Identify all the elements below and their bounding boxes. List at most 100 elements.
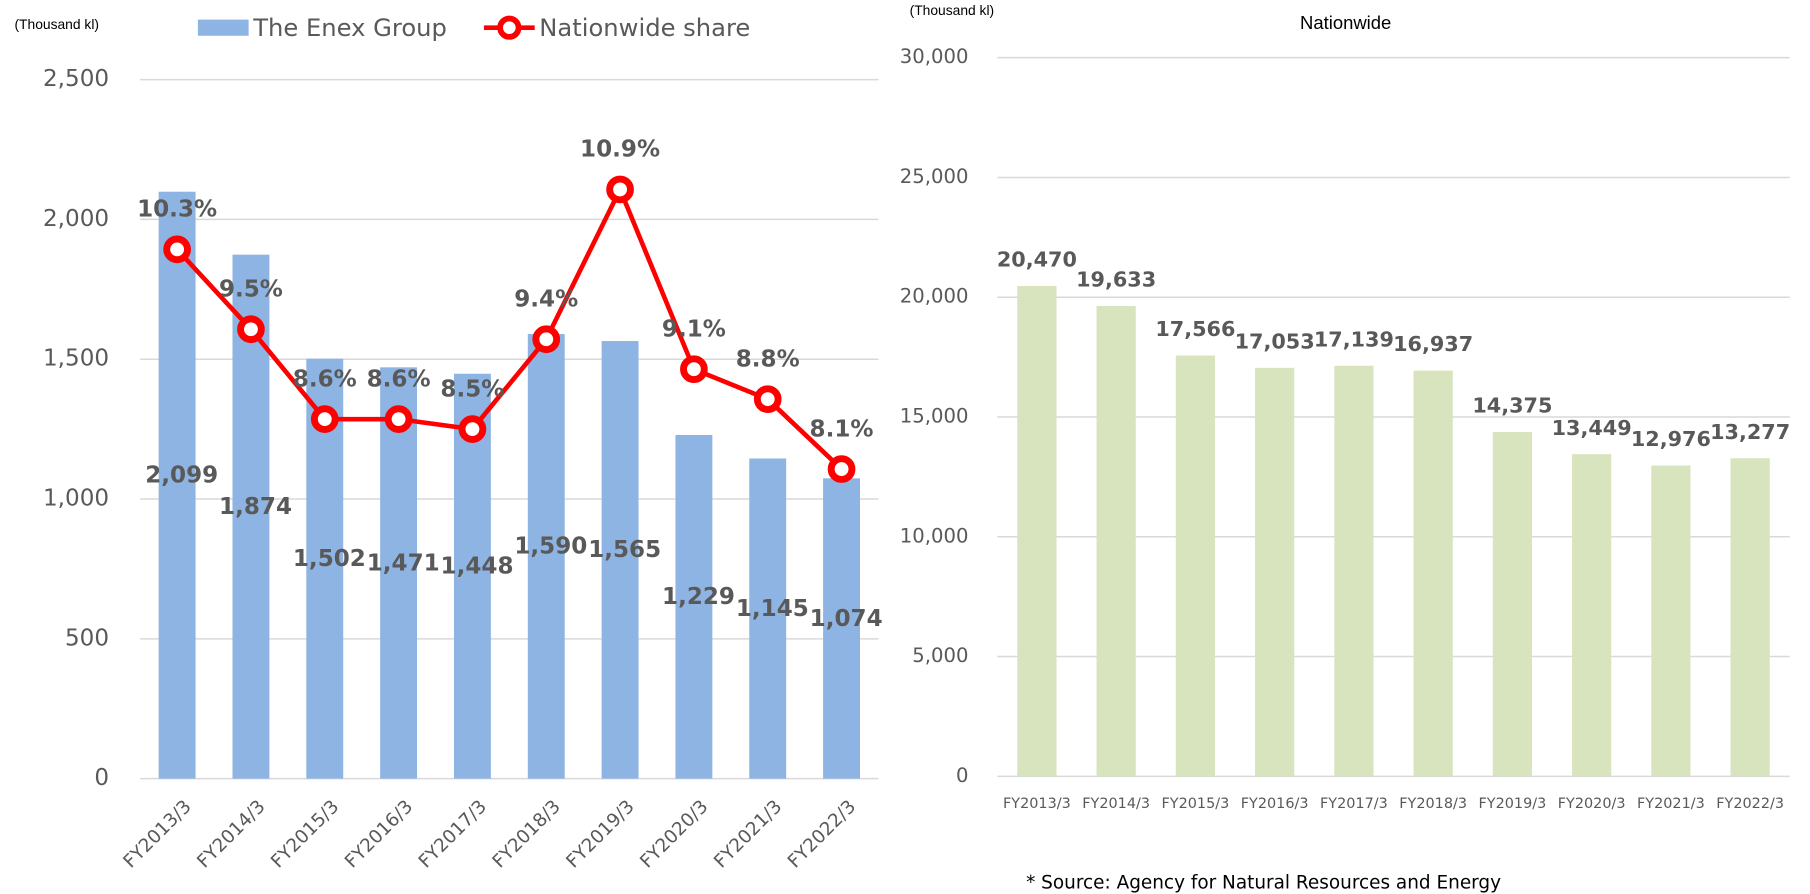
data-label: 8.1% (810, 416, 874, 442)
bar (749, 458, 787, 779)
data-label: 1,502 (293, 546, 366, 572)
data-label: 8.5% (440, 376, 504, 402)
line-marker (163, 235, 191, 264)
line-marker (753, 385, 782, 414)
bar (675, 434, 713, 779)
y-tick-label: 0 (94, 765, 109, 791)
line-marker (680, 355, 708, 384)
y-tick-label: 20,000 (900, 285, 969, 308)
bar (1096, 306, 1136, 777)
y-tick-label: 25,000 (900, 165, 969, 188)
data-label: 17,566 (1155, 317, 1235, 341)
bar (1492, 431, 1533, 777)
data-label: 17,053 (1235, 329, 1315, 353)
bar (1175, 355, 1216, 777)
line-marker (310, 405, 339, 433)
line-marker (606, 175, 634, 204)
x-tick-label: FY2019/3 (1479, 796, 1547, 812)
bar (1413, 370, 1453, 777)
data-label: 1,448 (441, 553, 514, 579)
bar (601, 341, 639, 779)
bar (1651, 465, 1691, 777)
data-label: 1,145 (736, 596, 809, 622)
line-marker (237, 315, 265, 344)
data-label: 1,565 (588, 537, 661, 563)
x-tick-label: FY2020/3 (1558, 796, 1626, 812)
x-tick-label: FY2013/3 (120, 796, 196, 872)
x-tick-label: FY2021/3 (1637, 796, 1705, 812)
line (175, 183, 844, 471)
legend-label: Nationwide share (539, 14, 750, 42)
y-tick-label: 30,000 (900, 45, 969, 68)
x-tick-label: FY2014/3 (193, 796, 269, 872)
x-tick-label: FY2018/3 (489, 796, 565, 872)
y-axis-label: (Thousand kl) (14, 16, 99, 32)
data-label: 9.5% (219, 277, 283, 303)
data-label: 14,375 (1472, 394, 1552, 418)
data-label: 8.6% (367, 366, 431, 392)
data-label: 20,470 (997, 248, 1077, 272)
x-tick-label: FY2016/3 (1241, 796, 1309, 812)
data-label: 1,229 (662, 584, 735, 610)
y-tick-label: 2,500 (43, 66, 109, 92)
x-tick-label: FY2015/3 (1162, 796, 1230, 812)
data-label: 12,976 (1631, 427, 1711, 451)
x-tick-label: FY2017/3 (415, 796, 491, 872)
bar (1730, 458, 1770, 777)
bar (1255, 367, 1295, 777)
line-marker (532, 325, 561, 354)
bar (823, 478, 861, 779)
x-tick-label: FY2017/3 (1320, 796, 1388, 812)
source-note: * Source: Agency for Natural Resources a… (1026, 873, 1501, 894)
data-label: 16,937 (1393, 332, 1473, 356)
x-tick-label: FY2016/3 (341, 796, 417, 872)
data-label: 9.4% (514, 287, 578, 313)
data-label: 1,074 (810, 606, 883, 632)
bar (527, 334, 565, 779)
data-label: 1,874 (219, 494, 292, 520)
x-tick-label: FY2022/3 (784, 796, 860, 872)
y-tick-label: 1,500 (43, 346, 109, 372)
data-label: 2,099 (145, 462, 218, 488)
data-label: 17,139 (1314, 327, 1394, 351)
chart-title: Nationwide (1300, 12, 1391, 33)
line-marker (458, 415, 487, 443)
data-label: 8.6% (293, 366, 357, 392)
bar (158, 191, 196, 779)
y-tick-label: 1,000 (43, 486, 109, 512)
bar (1334, 365, 1374, 777)
legend-label: The Enex Group (252, 14, 447, 42)
y-tick-label: 10,000 (900, 524, 969, 547)
data-label: 10.3% (137, 197, 217, 223)
data-label: 1,471 (367, 550, 440, 576)
legend-swatch (497, 15, 522, 40)
data-label: 13,277 (1710, 420, 1790, 444)
y-tick-label: 500 (65, 625, 109, 651)
bar (380, 367, 418, 779)
x-tick-label: FY2021/3 (710, 796, 786, 872)
x-tick-label: FY2018/3 (1399, 796, 1467, 812)
data-label: 13,449 (1552, 416, 1632, 440)
x-tick-label: FY2013/3 (1003, 796, 1071, 812)
x-tick-label: FY2014/3 (1082, 796, 1150, 812)
bar (1572, 454, 1612, 777)
x-tick-label: FY2020/3 (636, 796, 712, 872)
bar (1017, 285, 1057, 777)
y-tick-label: 5,000 (912, 644, 968, 667)
data-label: 10.9% (580, 137, 660, 163)
data-label: 8.8% (736, 346, 800, 372)
y-tick-label: 2,000 (43, 206, 109, 232)
data-label: 19,633 (1076, 268, 1156, 292)
y-axis-label: (Thousand kl) (910, 2, 995, 18)
legend-swatch (197, 19, 249, 36)
line-marker (827, 455, 856, 483)
x-tick-label: FY2022/3 (1716, 796, 1784, 812)
data-label: 9.1% (662, 316, 726, 342)
x-tick-label: FY2015/3 (267, 796, 343, 872)
x-tick-label: FY2019/3 (563, 796, 639, 872)
y-tick-label: 0 (956, 764, 968, 787)
data-label: 1,590 (514, 534, 587, 560)
y-tick-label: 15,000 (900, 405, 969, 428)
line-marker (384, 405, 413, 433)
